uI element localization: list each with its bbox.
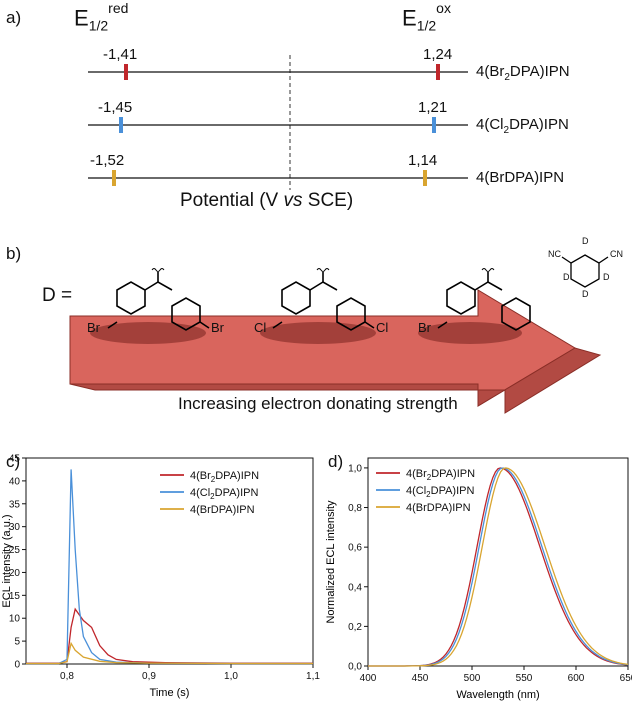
x-tick-label: 600 [568, 673, 585, 684]
ox-value-3: 1,14 [408, 152, 438, 169]
legend-label-2: 4(Cl2DPA)IPN [190, 487, 258, 501]
x-axis-title: Time (s) [150, 687, 190, 699]
substituent-br-1: Br [87, 320, 100, 335]
series-line-3 [26, 641, 313, 665]
red-value-2: -1,45 [98, 99, 133, 116]
ox-value-1: 1,24 [423, 46, 453, 63]
donor-structures-and-arrow [69, 254, 609, 414]
panel-b-label: b) [6, 244, 22, 263]
y-tick-label: 45 [9, 454, 21, 465]
ox-value-2: 1,21 [418, 99, 448, 116]
panel-c-label: c) [6, 452, 21, 471]
series-line-2 [368, 467, 629, 667]
x-tick-label: 400 [360, 673, 377, 684]
y-tick-label: 0,6 [348, 543, 362, 554]
legend-label-1: 4(Br2DPA)IPN [190, 470, 259, 484]
x-axis-title: Wavelength (nm) [456, 689, 539, 701]
x-tick-label: 1,0 [224, 671, 238, 682]
core-d-label-3: D [603, 272, 610, 282]
y-tick-label: 35 [9, 499, 21, 510]
x-tick-label: 0,9 [142, 671, 156, 682]
x-tick-label: 500 [464, 673, 481, 684]
panel-d-label: d) [328, 452, 344, 471]
red-value-3: -1,52 [90, 152, 125, 169]
compound-label-3: 4(BrDPA)IPN [476, 169, 565, 186]
molecule-brdpa [437, 268, 531, 331]
y-tick-label: 0,4 [348, 582, 362, 593]
panel-a-label: a) [6, 8, 22, 27]
series-line-2 [26, 469, 313, 665]
y-tick-label: 30 [9, 522, 21, 533]
ox-potential-marker-2 [432, 117, 436, 133]
plot-frame [25, 457, 314, 665]
red-value-1: -1,41 [103, 46, 138, 63]
y-tick-label: 15 [9, 591, 21, 602]
x-tick-label: 450 [412, 673, 429, 684]
core-d-label-2: D [563, 272, 570, 282]
y-tick-label: 5 [14, 637, 20, 648]
series-line-1 [368, 467, 629, 667]
substituent-cl-2: Cl [376, 320, 389, 335]
substituent-cl-1: Cl [254, 320, 267, 335]
legend-label-2: 4(Cl2DPA)IPN [406, 485, 474, 499]
ecl-spectrum-chart: 400 450 500 550 600 650 0,0 0,2 0,4 0,6 0,8 1,0 Wave… [325, 457, 632, 701]
e-red-label: E1/2red [74, 0, 129, 34]
substituent-br-2: Br [211, 320, 224, 335]
y-tick-label: 0,2 [348, 622, 362, 633]
x-tick-label: 0,8 [60, 671, 74, 682]
core-cn-label: CN [610, 249, 623, 259]
red-potential-marker-2 [119, 117, 123, 133]
y-axis-title: ECL intensity (a.u.) [1, 514, 13, 607]
y-axis-title: Normalized ECL intensity [325, 500, 337, 624]
y-tick-label: 0 [14, 660, 20, 671]
y-tick-label: 40 [9, 476, 21, 487]
e-ox-label: E1/2ox [402, 0, 451, 34]
y-tick-label: 0,0 [348, 662, 362, 673]
y-tick-label: 20 [9, 568, 21, 579]
molecule-br2dpa [107, 268, 210, 331]
ecl-transient-chart: 0,8 0,9 1,0 1,1 0 5 10 15 20 25 30 35 40 45 Time (s) EC… [1, 454, 320, 700]
arrow-ellipse-1 [90, 322, 206, 344]
molecule-cl2dpa [272, 268, 375, 331]
ox-potential-marker-1 [436, 64, 440, 80]
y-tick-label: 25 [9, 545, 21, 556]
core-d-label-4: D [582, 289, 589, 299]
red-potential-marker-3 [112, 170, 116, 186]
ipn-core-structure [561, 254, 609, 288]
arrow-ellipse-3 [418, 322, 522, 344]
x-tick-label: 550 [516, 673, 533, 684]
x-tick-label: 1,1 [306, 671, 320, 682]
series-line-3 [368, 467, 629, 667]
y-tick-label: 0,8 [348, 503, 362, 514]
potential-axis-title: Potential (V vs SCE) [180, 190, 354, 211]
potential-diagram [88, 55, 468, 190]
x-tick-label: 650 [620, 673, 632, 684]
substituent-br-3: Br [418, 320, 431, 335]
core-d-label-1: D [582, 236, 589, 246]
donor-strength-arrow [69, 289, 602, 414]
donor-equals-label: D = [42, 285, 73, 306]
y-tick-label: 10 [9, 614, 21, 625]
legend-label-1: 4(Br2DPA)IPN [406, 468, 475, 482]
red-potential-marker-1 [124, 64, 128, 80]
core-nc-label: NC [548, 249, 561, 259]
arrow-caption: Increasing electron donating strength [178, 394, 458, 413]
compound-label-1: 4(Br2DPA)IPN [476, 63, 570, 83]
legend-label-3: 4(BrDPA)IPN [406, 502, 471, 514]
compound-label-2: 4(Cl2DPA)IPN [476, 116, 569, 136]
ox-potential-marker-3 [423, 170, 427, 186]
y-tick-label: 1,0 [348, 463, 362, 474]
legend-label-3: 4(BrDPA)IPN [190, 504, 255, 516]
plot-frame [367, 457, 629, 667]
